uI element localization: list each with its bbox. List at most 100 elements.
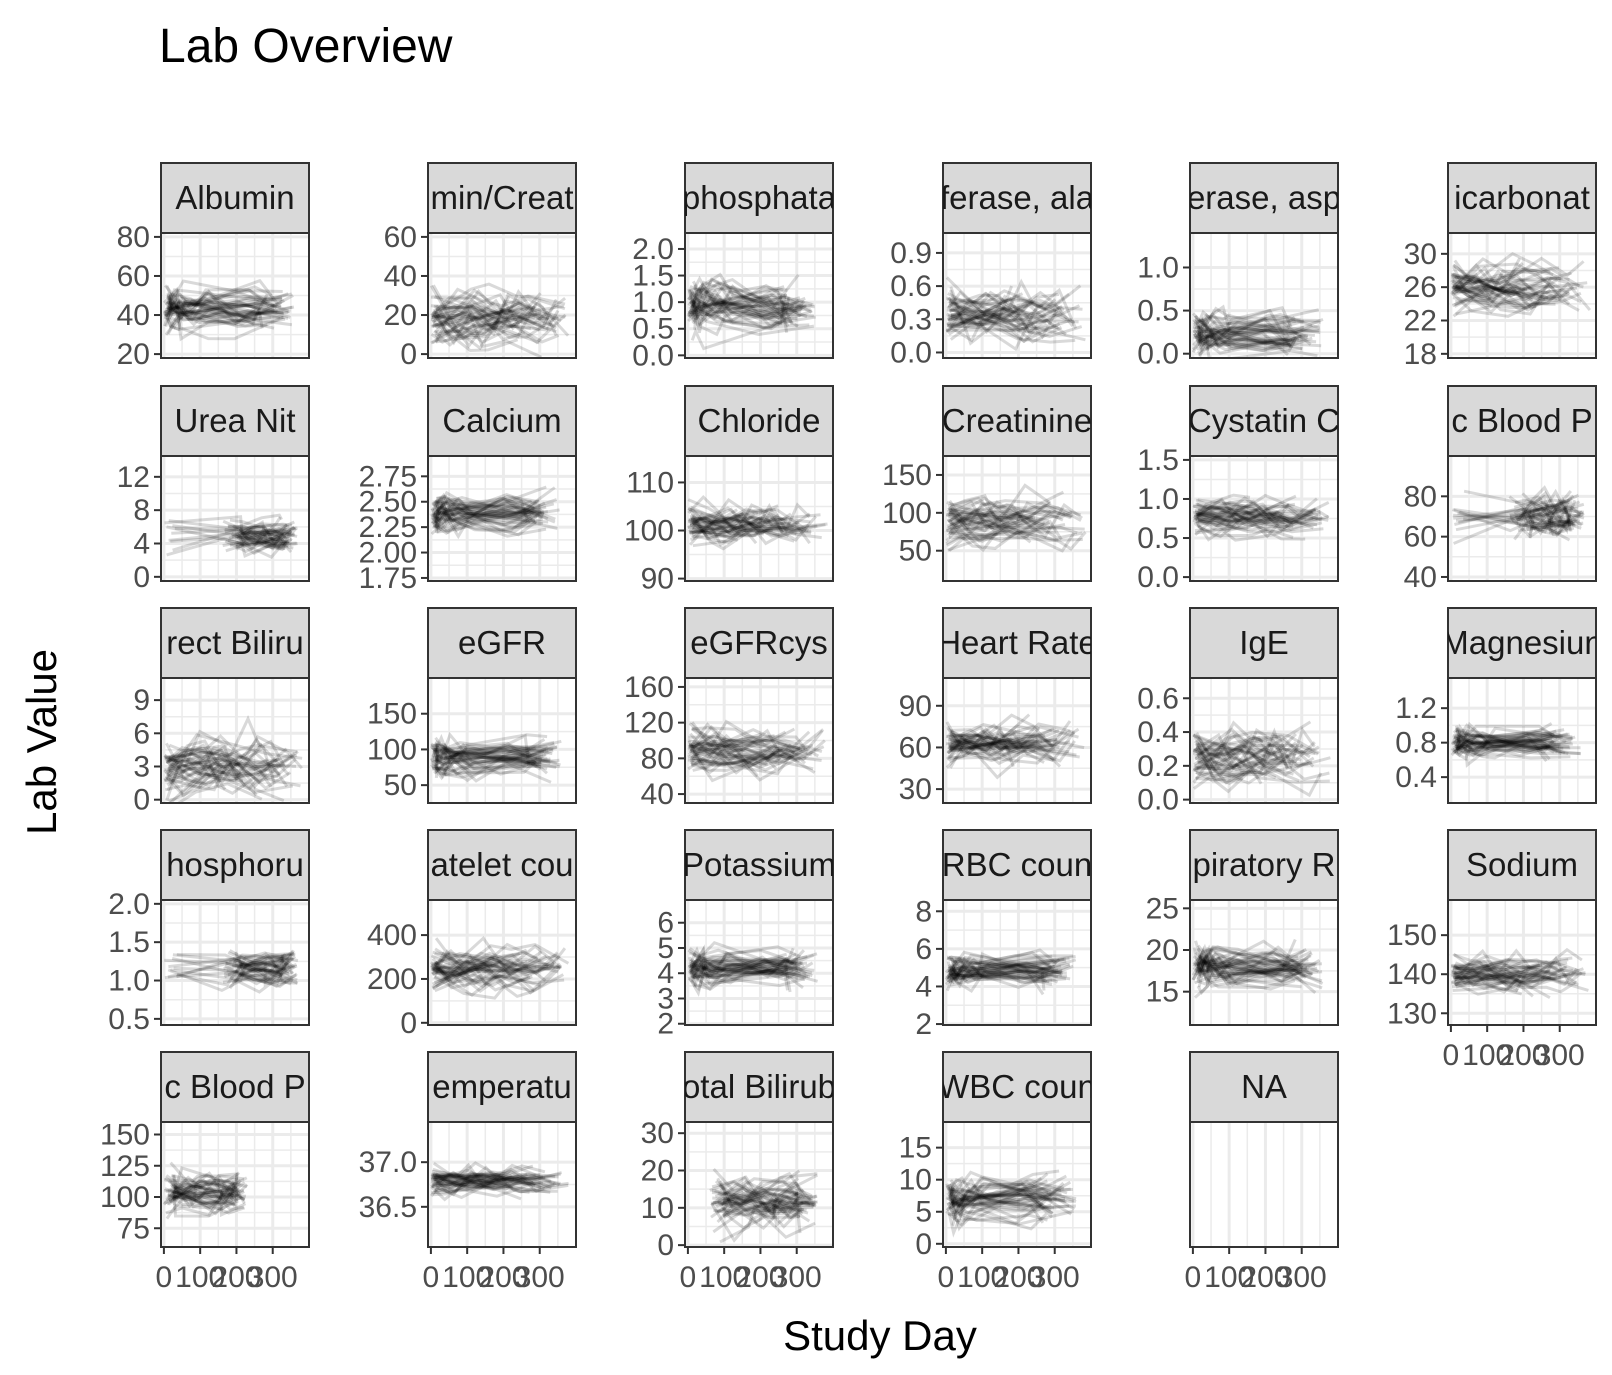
subject-line [432, 1171, 563, 1191]
y-tick-label: 0.0 [1137, 338, 1179, 371]
subject-line [690, 960, 795, 970]
panel-border [684, 1121, 834, 1248]
subject-line [712, 1187, 818, 1205]
subject-line [947, 313, 1063, 324]
subject-line [166, 527, 298, 559]
subject-line [435, 743, 539, 763]
subject-line [163, 295, 289, 342]
facet-label: Urea Nit [174, 402, 295, 439]
subject-line [431, 746, 549, 762]
y-tick-label: 30 [1404, 238, 1437, 271]
subject-line [1196, 741, 1331, 771]
subject-line [1193, 739, 1285, 757]
subject-line [1455, 739, 1566, 755]
subject-line [232, 516, 282, 547]
subject-line [690, 281, 806, 315]
subject-line [1453, 964, 1571, 988]
subject-line [949, 723, 1085, 750]
subject-line [1453, 732, 1570, 746]
subject-line [431, 955, 496, 970]
subject-line [224, 964, 298, 982]
subject-line [1452, 281, 1592, 318]
subject-line [1197, 515, 1306, 541]
subject-line [1450, 290, 1568, 318]
subject-line [1528, 507, 1570, 522]
subject-line [434, 760, 537, 775]
subject-line [169, 297, 282, 320]
subject-line [693, 301, 788, 334]
subject-line [1197, 499, 1258, 512]
subject-line [718, 1202, 814, 1219]
subject-line [951, 955, 1046, 991]
subject-line [948, 1203, 1074, 1226]
subject-line [1194, 510, 1279, 522]
subject-line [172, 529, 292, 552]
subject-line [1454, 970, 1586, 988]
subject-line [689, 299, 799, 328]
subject-line [946, 956, 1077, 983]
y-tick-label: 60 [384, 221, 417, 254]
subject-line [172, 1182, 240, 1199]
subject-line [1451, 287, 1549, 299]
subject-line [688, 952, 788, 978]
subject-line [164, 752, 241, 768]
series-lines [163, 715, 303, 803]
subject-line [171, 957, 291, 981]
subject-line [430, 295, 546, 324]
subject-line [229, 965, 292, 994]
subject-line [689, 282, 788, 322]
subject-line [947, 304, 1037, 329]
y-tick-label: 1.0 [632, 286, 674, 319]
subject-line [1192, 760, 1313, 777]
subject-line [222, 536, 294, 550]
subject-line [431, 739, 562, 760]
subject-line [168, 1187, 240, 1204]
subject-line [947, 970, 1049, 982]
subject-line [950, 509, 1023, 531]
subject-line [947, 1182, 1065, 1205]
subject-line [1192, 308, 1292, 348]
subject-line [431, 288, 565, 324]
subject-line [1455, 505, 1582, 522]
subject-line [1197, 954, 1302, 988]
subject-line [690, 302, 813, 330]
subject-line [723, 1194, 817, 1230]
subject-line [946, 1180, 1049, 1200]
subject-line [950, 737, 1027, 749]
y-tick-label: 40 [384, 260, 417, 293]
subject-line [1452, 957, 1558, 971]
subject-line [1194, 951, 1299, 976]
subject-line [947, 291, 1081, 327]
subject-line [1197, 325, 1289, 356]
subject-line [1193, 945, 1316, 968]
chart-title: Lab Overview [159, 20, 453, 73]
subject-line [431, 962, 562, 999]
subject-line [1451, 272, 1578, 301]
subject-line [167, 298, 261, 312]
subject-line [172, 1180, 234, 1204]
subject-line [166, 309, 284, 322]
subject-line [435, 1171, 499, 1197]
subject-line [690, 722, 788, 752]
subject-line [1455, 723, 1567, 744]
x-tick-label: 100 [957, 1261, 1007, 1294]
y-tick-label: 200 [367, 963, 417, 996]
subject-line [434, 308, 536, 329]
subject-line [1196, 328, 1306, 338]
subject-line [946, 298, 1065, 314]
subject-line [434, 1171, 556, 1192]
subject-line [223, 961, 297, 979]
subject-line [946, 517, 1063, 541]
subject-line [431, 967, 492, 989]
subject-line [689, 959, 797, 973]
subject-line [430, 935, 567, 980]
subject-line [692, 953, 804, 976]
x-tick-label: 0 [680, 1261, 697, 1294]
panel-border [427, 232, 577, 359]
y-tick-label: 400 [367, 919, 417, 952]
series-lines [945, 1169, 1077, 1238]
subject-line [176, 953, 287, 973]
subject-line [687, 973, 805, 992]
y-tick-label: 4 [657, 957, 674, 990]
subject-line [945, 313, 1002, 335]
